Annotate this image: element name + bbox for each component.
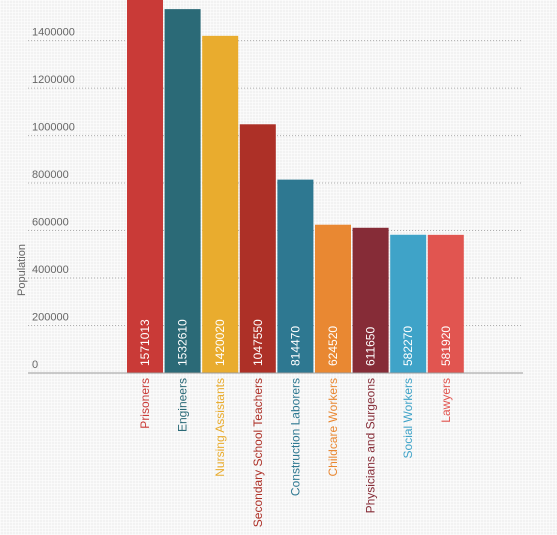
category-label: Secondary School Teachers [251,378,265,527]
bar [202,35,239,373]
bar-value-label: 1047550 [251,319,265,366]
y-axis-ticks: 0 200000 400000 600000 800000 1000000 1200000 1… [32,27,75,371]
bar-value-label: 1532610 [176,319,190,366]
bar [164,9,201,373]
bar-value-label: 611650 [364,327,378,366]
bar [277,179,314,373]
category-label: Physicians and Surgeons [364,378,378,513]
category-labels: Prisoners Engineers Nursing Assistants Seco… [138,378,453,527]
y-tick-label: 1000000 [32,122,75,134]
bar [315,224,351,373]
y-tick-label: 600000 [32,217,69,229]
y-tick-label: 400000 [32,264,69,276]
bar-value-label: 582270 [401,326,415,366]
category-label: Childcare Workers [326,378,340,476]
bars: 1571013 1532610 1420020 1047550 814470 624520… [127,0,464,373]
category-label: Lawyers [439,378,453,423]
y-tick-label: 1400000 [32,27,75,39]
y-tick-label: 200000 [32,312,69,324]
bar-value-label: 1571013 [138,319,152,366]
bar-value-label: 1420020 [213,319,227,366]
category-label: Social Workers [401,378,415,458]
y-axis-label: Population [16,244,28,296]
category-label: Engineers [176,378,190,432]
bar [352,227,389,373]
bar [390,234,427,373]
y-tick-label: 0 [32,359,38,371]
bar [239,124,276,373]
bar [427,234,464,373]
category-label: Nursing Assistants [213,378,227,477]
bar-value-label: 814470 [288,326,302,366]
category-label: Construction Laborers [288,378,302,496]
bar-value-label: 581920 [439,326,453,366]
category-label: Prisoners [138,378,152,429]
bar [127,0,163,373]
y-tick-label: 800000 [32,169,69,181]
bar-value-label: 624520 [326,326,340,366]
y-tick-label: 1200000 [32,74,75,86]
